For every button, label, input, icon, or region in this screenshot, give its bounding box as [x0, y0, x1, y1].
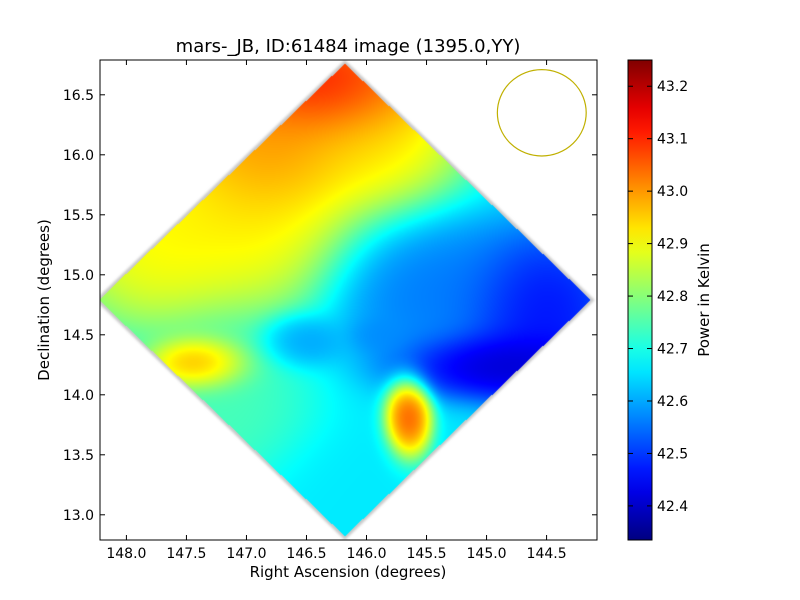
y-tick-label: 13.5 — [63, 448, 94, 464]
colorbar-tick-label: 42.5 — [657, 446, 688, 462]
x-axis: 148.0 147.5 147.0 146.5 146.0 145.5 145.0 144.5 — [106, 60, 567, 562]
colorbar: 42.4 42.5 42.6 42.7 42.8 42.9 43.0 43.1 43.2 Pow… — [627, 59, 713, 541]
x-axis-label: Right Ascension (degrees) — [250, 563, 447, 581]
colorbar-tick-label: 42.7 — [657, 342, 688, 358]
y-tick-label: 14.0 — [63, 388, 94, 404]
colorbar-frame — [627, 59, 653, 541]
colorbar-ramp — [628, 60, 652, 540]
chart-title: mars-_JB, ID:61484 image (1395.0,YY) — [176, 36, 521, 57]
colorbar-tick-label: 42.4 — [657, 499, 688, 515]
colorbar-tick-label: 42.9 — [657, 237, 688, 253]
x-tick-label: 144.5 — [527, 546, 567, 562]
x-tick-label: 146.0 — [346, 546, 386, 562]
colorbar-ticks: 42.4 42.5 42.6 42.7 42.8 42.9 43.0 43.1 43.2 — [628, 79, 688, 515]
colorbar-tick-label: 43.1 — [657, 132, 688, 148]
x-tick-label: 147.0 — [226, 546, 266, 562]
colorbar-tick-label: 42.6 — [657, 394, 688, 410]
x-tick-label: 145.5 — [406, 546, 446, 562]
colorbar-tick-label: 42.8 — [657, 289, 688, 305]
x-tick-label: 146.5 — [286, 546, 326, 562]
heatmap-image — [100, 60, 597, 540]
beam-circle — [496, 69, 587, 157]
y-tick-label: 13.0 — [63, 508, 94, 524]
x-tick-label: 145.0 — [467, 546, 507, 562]
y-tick-label: 16.5 — [63, 88, 94, 104]
colorbar-label: Power in Kelvin — [695, 243, 713, 357]
y-axis: 13.0 13.5 14.0 14.5 15.0 15.5 16.0 16.5 — [63, 88, 597, 524]
colorbar-tick-label: 43.2 — [657, 79, 688, 95]
y-tick-label: 16.0 — [63, 148, 94, 164]
y-tick-label: 15.5 — [63, 208, 94, 224]
x-tick-label: 148.0 — [106, 546, 146, 562]
plot-frame — [99, 59, 598, 541]
plot-area — [99, 59, 598, 541]
x-tick-label: 147.5 — [166, 546, 206, 562]
colorbar-tick-label: 43.0 — [657, 184, 688, 200]
y-tick-label: 14.5 — [63, 328, 94, 344]
y-axis-label: Declination (degrees) — [35, 219, 53, 381]
y-tick-label: 15.0 — [63, 268, 94, 284]
